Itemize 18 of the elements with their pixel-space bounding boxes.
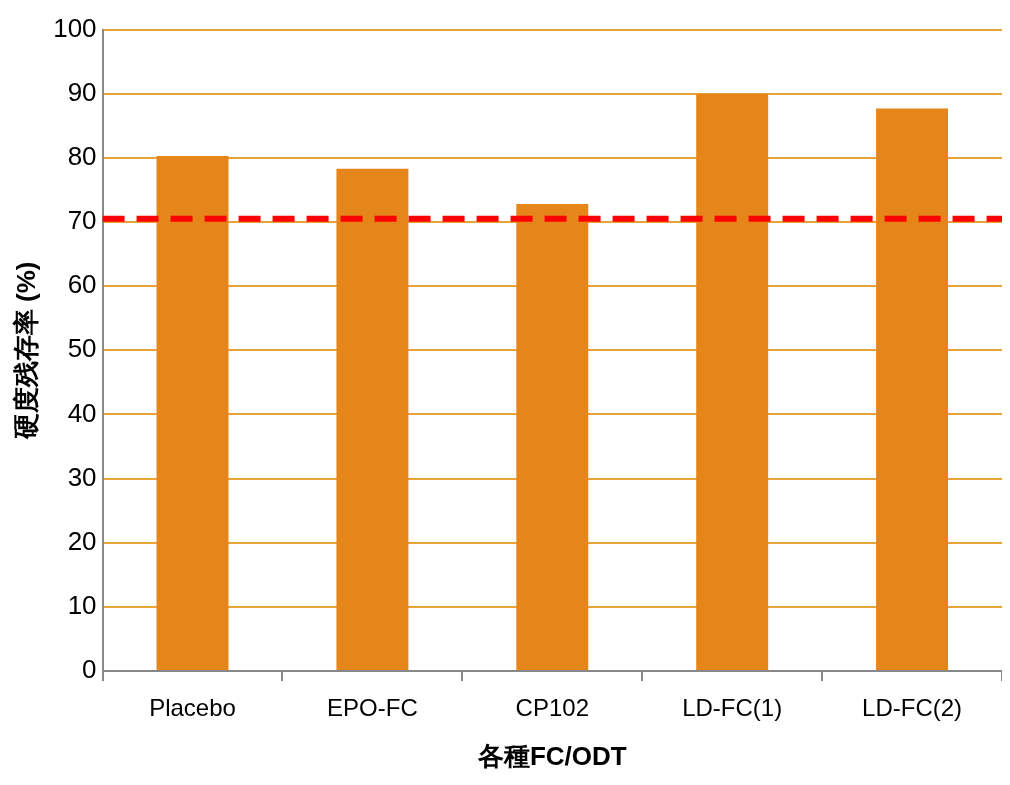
y-tick-label: 60: [67, 269, 97, 300]
y-tick-label: 80: [67, 141, 97, 172]
y-tick-label: 0: [82, 654, 97, 685]
y-tick-label: 20: [67, 525, 97, 556]
y-tick-label: 70: [67, 205, 97, 236]
x-tick-label: LD-FC(2): [862, 694, 963, 722]
y-tick-label: 10: [67, 590, 97, 621]
x-axis-title: 各種FC/ODT: [476, 740, 627, 771]
y-tick-label: 90: [67, 76, 97, 107]
y-tick-label: 100: [53, 12, 97, 43]
x-tick-label: CP102: [515, 694, 589, 722]
y-tick-label: 30: [67, 461, 97, 492]
x-tick-label: EPO-FC: [327, 694, 418, 722]
y-axis-title: 硬度残存率 (%): [10, 261, 41, 441]
y-tick-label: 40: [67, 397, 97, 428]
x-tick-label: Placebo: [149, 694, 236, 722]
y-tick-label: 50: [67, 333, 97, 364]
x-tick-label: LD-FC(1): [682, 694, 783, 722]
